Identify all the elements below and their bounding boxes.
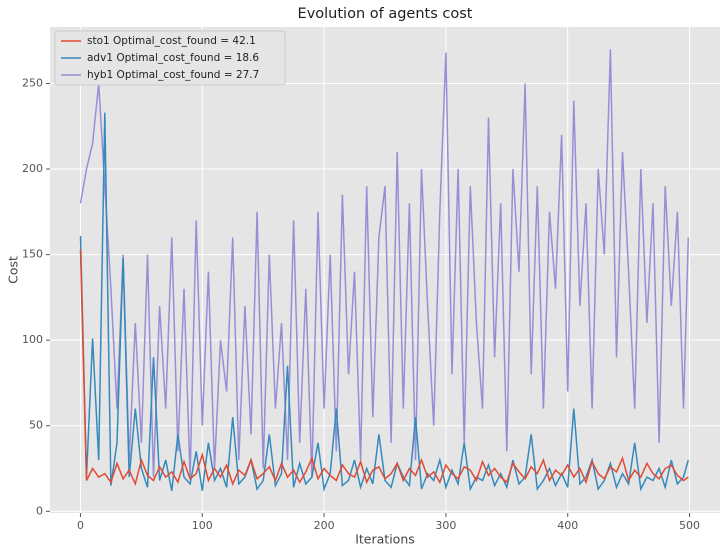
y-tick-label: 250 [22, 76, 43, 89]
legend-label: sto1 Optimal_cost_found = 42.1 [87, 35, 256, 47]
x-tick-label: 0 [77, 519, 84, 532]
x-tick-label: 100 [192, 519, 213, 532]
data-line [79, 249, 689, 487]
x-tick-label: 300 [435, 519, 456, 532]
legend-label: adv1 Optimal_cost_found = 18.6 [87, 52, 259, 64]
legend-box [54, 30, 286, 86]
y-tick-label: 200 [22, 162, 43, 175]
data-line [79, 49, 690, 478]
x-tick-label: 500 [679, 519, 700, 532]
legend-label: hyb1 Optimal_cost_found = 27.7 [87, 69, 259, 81]
data-line [79, 112, 690, 492]
y-axis-label: Cost [6, 256, 21, 284]
x-axis-label: Iterations [355, 532, 415, 547]
y-tick-label: 50 [29, 419, 43, 432]
y-tick-label: 100 [22, 333, 43, 346]
legend: sto1 Optimal_cost_found = 42.1 adv1 Optim… [54, 30, 286, 86]
x-tick-label: 200 [314, 519, 335, 532]
x-tick-label: 400 [557, 519, 578, 532]
chart-title: Evolution of agents cost [298, 6, 473, 22]
y-tick-label: 150 [22, 248, 43, 261]
y-tick-label: 0 [36, 504, 43, 517]
